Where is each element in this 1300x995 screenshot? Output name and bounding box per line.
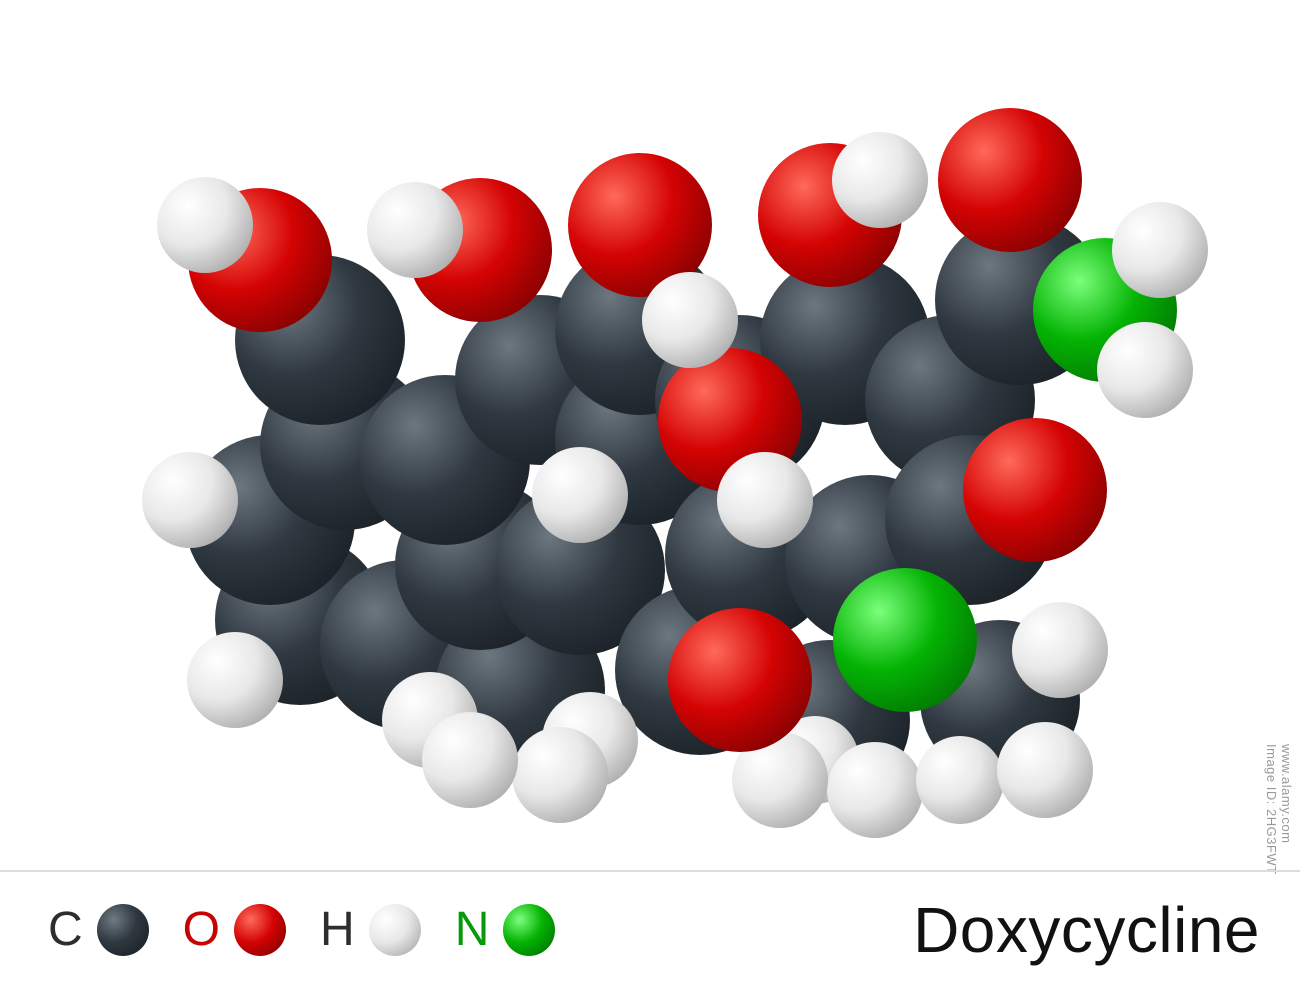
atom-h [916, 736, 1004, 824]
atom-h [1097, 322, 1193, 418]
atom-h [1012, 602, 1108, 698]
legend-swatch-o [234, 904, 286, 956]
atom-o [938, 108, 1082, 252]
molecule-render [0, 0, 1300, 870]
atom-h [717, 452, 813, 548]
stage: alamy www.alamy.com Image ID: 2HG3FWT CO… [0, 0, 1300, 995]
atom-h [512, 727, 608, 823]
atom-h [997, 722, 1093, 818]
atom-o [668, 608, 812, 752]
legend-swatch-h [369, 904, 421, 956]
legend-label-o: O [183, 906, 220, 954]
legend-swatch-n [503, 904, 555, 956]
atom-h [1112, 202, 1208, 298]
legend-item-h: H [320, 904, 421, 956]
atom-h [832, 132, 928, 228]
legend-item-c: C [48, 904, 149, 956]
atom-h [642, 272, 738, 368]
atom-h [142, 452, 238, 548]
legend-label-c: C [48, 906, 83, 954]
atom-h [367, 182, 463, 278]
legend-bar: C O H N Doxycycline [0, 880, 1300, 980]
atom-h [422, 712, 518, 808]
atom-h [157, 177, 253, 273]
atom-h [187, 632, 283, 728]
molecule-name: Doxycycline [913, 893, 1260, 967]
legend-item-o: O [183, 904, 286, 956]
atom-n [833, 568, 977, 712]
legend-label-h: H [320, 906, 355, 954]
legend-item-n: N [455, 904, 556, 956]
legend-swatch-c [97, 904, 149, 956]
watermark-image-id: www.alamy.com Image ID: 2HG3FWT [1264, 744, 1294, 875]
legend-divider [0, 870, 1300, 872]
legend-items: COHN [0, 904, 555, 956]
atom-h [827, 742, 923, 838]
atom-o [963, 418, 1107, 562]
atom-h [532, 447, 628, 543]
legend-label-n: N [455, 906, 490, 954]
